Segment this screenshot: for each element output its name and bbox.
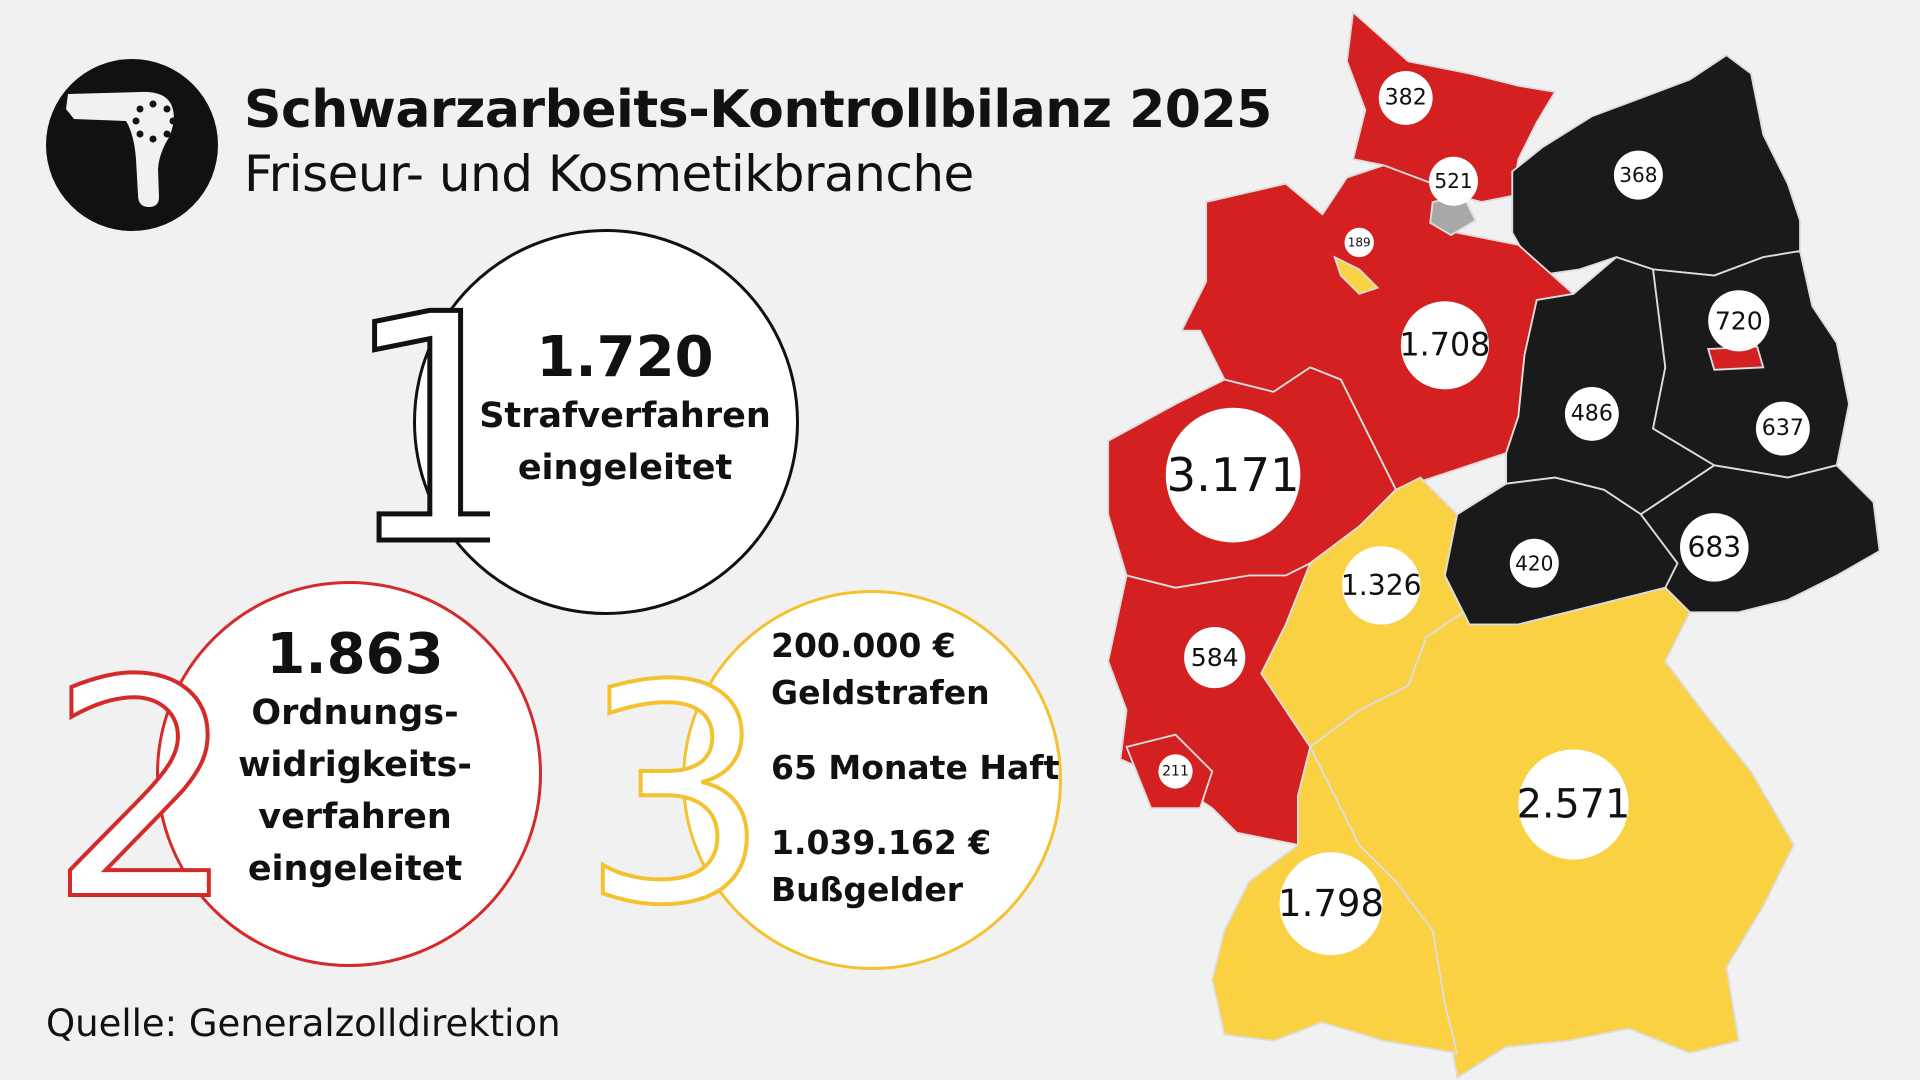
- value-label-baden-wuerttemberg: 1.798: [1278, 882, 1384, 925]
- value-bubble-hamburg: [1428, 156, 1478, 206]
- value-label-berlin: 720: [1715, 306, 1763, 335]
- value-bubble-brandenburg: [1755, 401, 1810, 456]
- stat-circle-2: [156, 581, 542, 967]
- stat-line: Bußgelder: [771, 870, 963, 909]
- region-schleswig-holstein: [1346, 10, 1557, 203]
- region-rheinland-pfalz: [1107, 561, 1312, 847]
- value-bubble-baden-wuerttemberg: [1279, 852, 1383, 956]
- stat-criminal-proceedings: 1.720 Strafverfahren eingeleitet: [470, 325, 780, 494]
- value-label-nordrhein-westfalen: 3.171: [1166, 448, 1299, 502]
- value-label-brandenburg: 637: [1762, 416, 1804, 441]
- stat-line: 1.039.162 €: [771, 823, 992, 862]
- stat-label: verfahren: [258, 797, 452, 837]
- stat-circle-3: [682, 590, 1062, 970]
- value-label-sachsen-anhalt: 486: [1571, 401, 1613, 426]
- value-label-hamburg: 521: [1434, 169, 1472, 193]
- value-bubble-sachsen: [1680, 513, 1749, 582]
- page-title: Schwarzarbeits-Kontrollbilanz 2025: [244, 80, 1272, 140]
- stat-line: 200.000 €: [771, 626, 956, 665]
- value-label-bayern: 2.571: [1517, 781, 1631, 827]
- value-label-saarland: 211: [1162, 763, 1189, 779]
- stat-administrative-offences: 1.863 Ordnungs- widrigkeits- verfahren e…: [205, 622, 505, 895]
- stat-value: 1.863: [266, 622, 444, 687]
- value-label-bremen: 189: [1348, 235, 1371, 249]
- value-bubble-nordrhein-westfalen: [1165, 407, 1301, 543]
- svg-text:2: 2: [48, 640, 239, 910]
- stat-label: Ordnungs-: [251, 693, 459, 733]
- value-label-hessen: 1.326: [1341, 569, 1422, 602]
- stat-label: widrigkeits-: [238, 745, 472, 785]
- stat-label: Strafverfahren: [479, 396, 771, 436]
- stat-penalties: 200.000 € Geldstrafen 65 Monate Haft 1.0…: [771, 622, 1059, 913]
- page-subtitle: Friseur- und Kosmetikbranche: [244, 145, 974, 203]
- region-bremen: [1333, 255, 1380, 295]
- stat-value: 1.720: [536, 325, 714, 390]
- value-bubble-hessen: [1342, 546, 1421, 625]
- value-bubble-mecklenburg-vorpommern: [1613, 150, 1663, 200]
- hair-dryer-icon: [46, 59, 218, 231]
- stat-line: Geldstrafen: [771, 673, 990, 712]
- outline-number-1: 1: [338, 290, 491, 550]
- value-label-niedersachsen: 1.708: [1400, 327, 1491, 363]
- source-note: Quelle: Generalzolldirektion: [46, 1002, 561, 1045]
- value-bubble-rheinland-pfalz: [1184, 626, 1246, 689]
- value-label-thueringen: 420: [1515, 551, 1553, 575]
- value-bubble-schleswig-holstein: [1378, 71, 1433, 125]
- value-bubble-bayern: [1518, 749, 1629, 860]
- value-bubble-saarland: [1158, 754, 1193, 789]
- value-label-schleswig-holstein: 382: [1385, 85, 1427, 110]
- stat-label: eingeleitet: [517, 448, 733, 488]
- svg-text:1: 1: [340, 290, 490, 550]
- value-label-sachsen: 683: [1687, 531, 1741, 564]
- value-bubble-niedersachsen: [1400, 301, 1489, 390]
- svg-text:3: 3: [580, 645, 771, 915]
- outline-number-2: 2: [46, 640, 241, 910]
- value-bubble-sachsen-anhalt: [1564, 386, 1619, 441]
- value-label-rheinland-pfalz: 584: [1191, 643, 1239, 672]
- value-label-mecklenburg-vorpommern: 368: [1619, 163, 1657, 187]
- stat-label: eingeleitet: [247, 849, 463, 889]
- outline-number-3: 3: [578, 645, 772, 915]
- stat-line: 65 Monate Haft: [771, 748, 1060, 787]
- stat-circle-1: [413, 229, 799, 615]
- value-bubble-bremen: [1344, 227, 1374, 258]
- value-bubble-thueringen: [1509, 538, 1559, 588]
- value-bubble-berlin: [1708, 290, 1770, 352]
